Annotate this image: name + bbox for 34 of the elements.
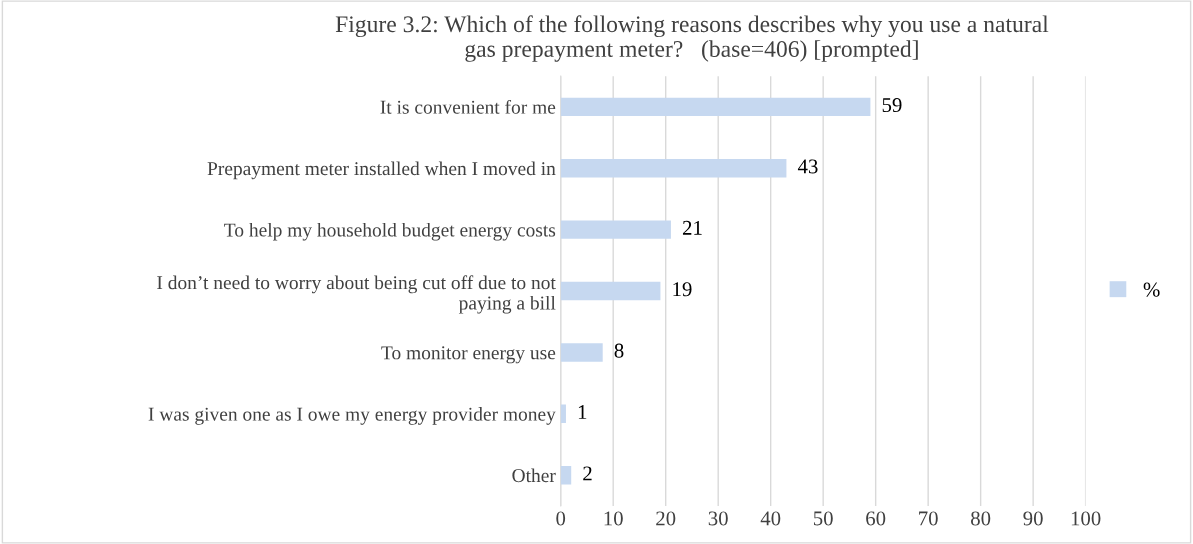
x-tick-label: 40 — [760, 511, 781, 526]
y-tick-label: To monitor energy use — [381, 346, 556, 364]
x-tick-label: 100 — [1071, 511, 1101, 526]
data-label: 2 — [583, 466, 592, 481]
data-label: 19 — [673, 282, 692, 297]
x-tick-label: 50 — [813, 511, 833, 526]
x-tick-label: 60 — [866, 511, 886, 526]
bar — [560, 159, 787, 178]
y-tick-label: To help my household budget energy costs — [224, 222, 556, 241]
x-tick-label: 10 — [604, 511, 623, 526]
chart-title: Figure 3.2: Which of the following reasons describes why you use a natural gas prepayment meter? (base=406) [prompted] — [335, 15, 1049, 62]
y-tick-label: Other — [512, 468, 556, 483]
data-label: 8 — [614, 343, 624, 358]
bar — [560, 281, 661, 301]
y-tick-label: Prepayment meter installed when I moved in — [207, 161, 556, 180]
x-tick-label: 0 — [556, 511, 566, 526]
bar — [560, 404, 566, 424]
y-tick-label: I don’t need to worry about being cut off due to not paying a bill — [157, 275, 556, 314]
bar — [560, 343, 603, 362]
data-label: 1 — [578, 405, 587, 419]
x-tick-label: 30 — [708, 511, 728, 526]
data-label: 21 — [682, 220, 702, 235]
y-tick-label: It is convenient for me — [380, 99, 556, 114]
bar — [560, 466, 572, 485]
bar — [560, 220, 671, 239]
bar — [560, 97, 871, 117]
legend-label: % — [1143, 282, 1160, 297]
data-label: 59 — [882, 98, 902, 113]
x-tick-label: 20 — [656, 511, 676, 526]
x-tick-label: 80 — [971, 511, 991, 526]
y-tick-label: I was given one as I owe my energy provider money — [148, 407, 556, 425]
x-tick-label: 90 — [1023, 511, 1043, 526]
x-tick-label: 70 — [919, 511, 938, 526]
data-label: 43 — [797, 159, 818, 174]
